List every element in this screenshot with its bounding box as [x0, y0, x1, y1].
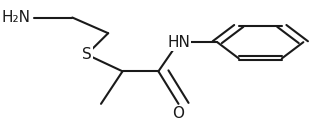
- Text: H₂N: H₂N: [2, 10, 31, 25]
- Text: S: S: [82, 47, 92, 62]
- Text: O: O: [172, 106, 184, 121]
- Text: HN: HN: [167, 35, 190, 50]
